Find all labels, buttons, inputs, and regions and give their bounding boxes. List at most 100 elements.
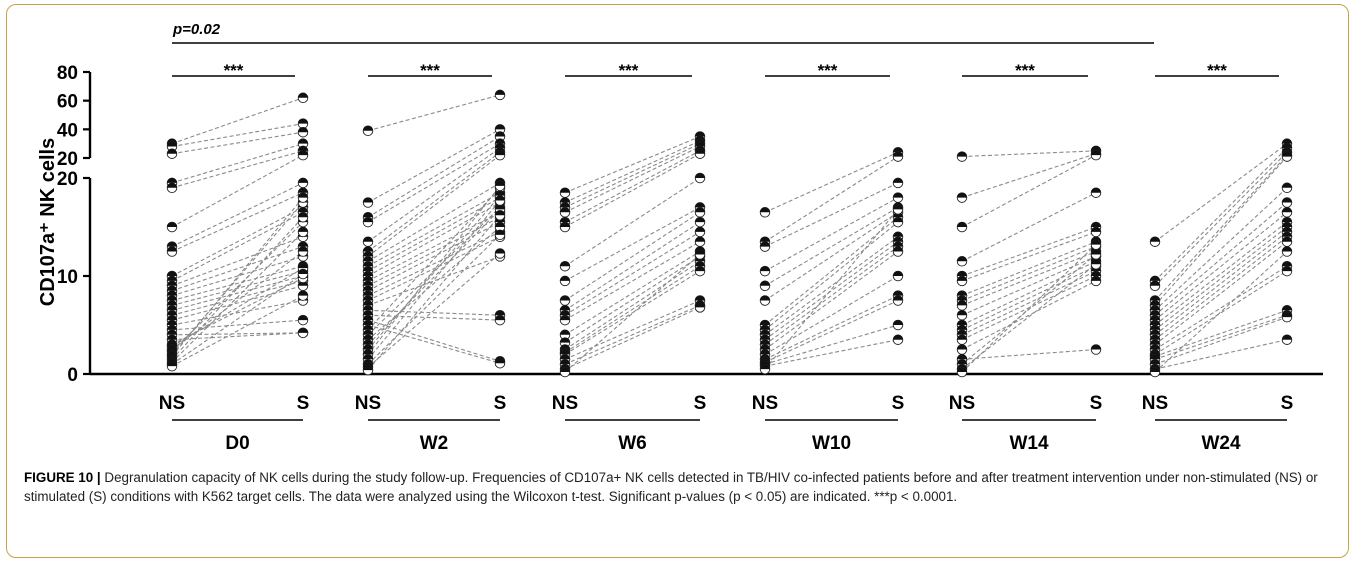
s-point — [494, 209, 506, 221]
marker-fill — [1150, 280, 1160, 286]
marker-fill — [1282, 143, 1292, 148]
ns-point — [559, 329, 571, 341]
pair-line — [171, 285, 304, 321]
marker-fill — [560, 310, 570, 316]
marker-fill — [957, 300, 967, 306]
marker-fill — [957, 344, 967, 350]
pair-line — [367, 136, 501, 218]
ns-point — [559, 260, 571, 272]
marker-fill — [560, 207, 570, 213]
marker-fill — [363, 266, 373, 272]
marker-fill — [363, 349, 373, 355]
pair-line — [1154, 236, 1288, 341]
marker-fill — [298, 227, 308, 232]
marker-fill — [893, 151, 903, 157]
s-point — [1090, 249, 1102, 260]
marker-fill — [298, 138, 308, 144]
marker-fill — [893, 334, 903, 340]
pair-line — [1154, 156, 1288, 306]
ns-point — [362, 125, 374, 137]
marker-fill — [167, 276, 177, 281]
x-tick-label-ns: NS — [752, 393, 778, 414]
marker-fill — [760, 266, 770, 272]
y-tick-label: 80 — [57, 63, 78, 84]
s-point — [694, 207, 706, 218]
marker-fill — [957, 359, 967, 365]
s-point — [892, 192, 904, 203]
pair-line — [1154, 211, 1288, 321]
significance-label: *** — [420, 61, 440, 80]
marker-fill — [363, 217, 373, 223]
marker-fill — [363, 325, 373, 330]
marker-fill — [495, 358, 505, 364]
pair-line — [171, 211, 304, 282]
ns-point — [956, 275, 968, 287]
marker-fill — [363, 236, 373, 242]
pair-line — [367, 226, 501, 341]
s-point — [1090, 149, 1102, 161]
marker-fill — [363, 246, 373, 252]
pair-line — [564, 140, 701, 204]
pair-line — [171, 206, 304, 277]
pair-line — [367, 200, 501, 360]
s-point — [297, 246, 309, 257]
pair-line — [367, 128, 501, 203]
marker-fill — [1150, 329, 1160, 335]
pair-line — [367, 187, 501, 331]
pair-line — [171, 123, 304, 148]
pair-line — [367, 319, 501, 362]
marker-fill — [1091, 150, 1101, 156]
ns-point — [166, 221, 178, 233]
marker-fill — [363, 285, 373, 291]
pair-line — [171, 97, 304, 145]
marker-fill — [560, 276, 570, 281]
ns-point — [759, 207, 771, 218]
pair-line — [171, 277, 304, 346]
marker-fill — [560, 315, 570, 321]
pair-line — [171, 273, 304, 365]
pair-line — [171, 150, 304, 189]
ns-point — [759, 295, 771, 306]
pair-line — [171, 332, 304, 336]
marker-fill — [957, 271, 967, 276]
marker-fill — [695, 173, 705, 178]
s-point — [892, 319, 904, 331]
pair-line — [171, 221, 304, 352]
ns-point — [362, 216, 374, 228]
x-tick-label-s: S — [494, 393, 507, 414]
pair-line — [367, 195, 501, 350]
ns-point — [166, 148, 178, 159]
pair-line — [564, 143, 701, 208]
marker-fill — [695, 249, 705, 255]
pair-line — [1154, 251, 1288, 373]
marker-fill — [167, 222, 177, 227]
marker-fill — [760, 344, 770, 350]
ns-point — [559, 275, 571, 287]
marker-fill — [298, 207, 308, 213]
marker-fill — [957, 367, 967, 373]
group-w6: *** NS S W6 — [552, 61, 707, 454]
pair-line — [1154, 147, 1288, 282]
marker-fill — [893, 320, 903, 325]
pair-line — [171, 182, 304, 248]
marker-fill — [560, 367, 570, 373]
pair-line — [764, 206, 899, 287]
marker-fill — [495, 195, 505, 201]
pair-line — [961, 150, 1097, 158]
marker-fill — [957, 290, 967, 296]
significance-label: *** — [224, 61, 244, 80]
pair-line — [764, 246, 899, 346]
pair-line — [367, 221, 501, 292]
pair-line — [1154, 202, 1288, 316]
s-point — [494, 357, 506, 369]
ns-point — [1149, 280, 1161, 292]
marker-fill — [363, 315, 373, 321]
s-point — [694, 236, 706, 247]
y-tick-label: 10 — [57, 267, 78, 288]
group-label: W6 — [618, 433, 647, 454]
pair-line — [171, 332, 304, 341]
pair-line — [367, 324, 501, 364]
marker-fill — [1150, 325, 1160, 330]
marker-fill — [363, 251, 373, 257]
marker-fill — [1150, 367, 1160, 373]
